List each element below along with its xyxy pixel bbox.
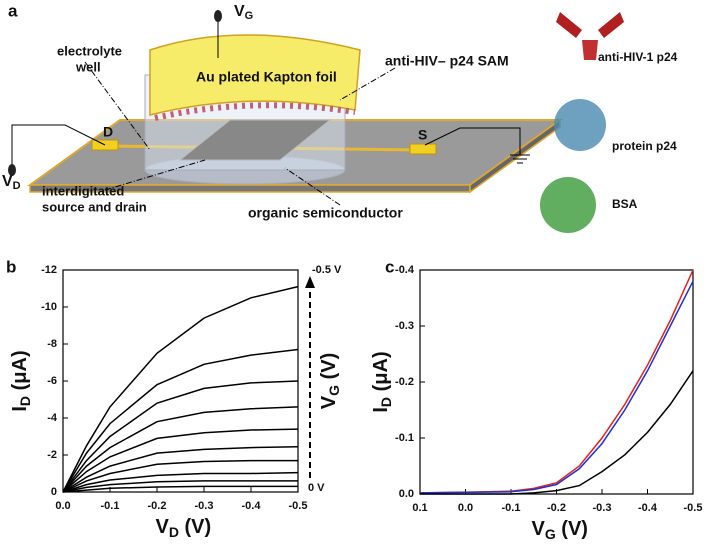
electrolyte-label: well (75, 59, 101, 74)
curve (62, 428, 299, 493)
x-tick-label: -0.3 (593, 502, 612, 514)
x-tick-label: -0.3 (195, 500, 214, 512)
legend-label: protein p24 (612, 139, 677, 153)
device-schematic (8, 10, 624, 233)
y-tick-label: -0.2 (395, 376, 414, 388)
x-tick-label: 0.0 (55, 500, 70, 512)
vg-axis-label: VG (V) (318, 353, 341, 409)
interdigitated-label: source and drain (42, 199, 147, 214)
x-tick-label: -0.5 (684, 502, 703, 514)
protein-icon (554, 99, 606, 151)
panel-label: a (8, 1, 18, 20)
x-tick-label: -0.1 (502, 502, 521, 514)
legend-label: BSA (612, 197, 638, 211)
curve (62, 480, 298, 493)
vg-top: -0.5 V (312, 264, 342, 276)
x-tick-label: 0.0 (458, 502, 473, 514)
drain-label: D (103, 124, 113, 140)
sam-layer (154, 102, 356, 121)
vg-bottom: 0 V (308, 482, 325, 494)
y-tick-label: 0.0 (399, 488, 414, 500)
curve (62, 406, 299, 493)
sam-label: anti-HIV– p24 SAM (385, 53, 509, 69)
vg-axis-label-part: V (318, 395, 340, 409)
y-tick-label: -8 (47, 338, 57, 350)
y-tick-label: -4 (47, 412, 58, 424)
y-axis-label: ID (μA) (370, 351, 393, 412)
vg-axis-label-part: G (326, 385, 342, 396)
panel-label: c (385, 257, 394, 276)
curve (62, 285, 299, 493)
x-tick-label: -0.4 (242, 500, 262, 512)
curve (62, 445, 299, 493)
x-axis-label-part: V (532, 518, 546, 540)
vg-pin (214, 10, 222, 22)
vg-axis-label-part: (V) (318, 353, 340, 385)
plot-frame (62, 269, 299, 493)
y-axis-label-part: I (370, 407, 392, 413)
vg-arrowhead (305, 276, 315, 288)
source-pad (409, 143, 437, 155)
pointer (284, 167, 341, 206)
x-axis-label: VG (V) (532, 518, 588, 541)
y-axis-label-part: I (9, 406, 31, 412)
y-tick-label: -12 (41, 264, 57, 276)
y-tick-label: -2 (47, 449, 57, 461)
y-axis-label-part: D (17, 396, 33, 406)
antibody-icon (556, 12, 624, 60)
x-axis-label-part: D (169, 524, 179, 540)
semiconductor-label: organic semiconductor (248, 205, 403, 221)
curve (419, 280, 694, 494)
curve (62, 471, 299, 493)
pointer (104, 159, 206, 191)
y-axis-label-part: (μA) (9, 350, 31, 396)
curve (62, 485, 298, 493)
x-tick-label: -0.1 (101, 500, 120, 512)
y-axis-label-part: (μA) (370, 351, 392, 397)
y-tick-label: -0.1 (395, 432, 414, 444)
x-axis-label-part: (V) (556, 518, 588, 540)
y-tick-label: -6 (47, 375, 57, 387)
vg-label: VG (234, 3, 253, 22)
y-tick-label: -0.4 (395, 264, 415, 276)
semiconductor-area (178, 119, 332, 161)
x-axis-label: VD (V) (156, 516, 212, 539)
y-axis-label: ID (μA) (9, 350, 32, 411)
vd-label: VD (2, 173, 21, 192)
legend-label: anti-HIV-1 p24 (598, 50, 678, 64)
x-tick-label: -0.2 (148, 500, 167, 512)
vd-pin (8, 164, 16, 176)
plot-frame (419, 269, 694, 495)
x-tick-label: -0.2 (547, 502, 566, 514)
y-tick-label: -10 (41, 301, 57, 313)
y-axis-label-part: D (378, 397, 394, 407)
x-tick-label: 0.1 (412, 502, 427, 514)
y-tick-label: -0.3 (395, 320, 414, 332)
curve (62, 459, 298, 493)
x-axis-label-part: (V) (179, 516, 211, 538)
curve (420, 370, 694, 495)
x-axis-label-part: V (156, 516, 170, 538)
source-label: S (418, 127, 427, 143)
curve (62, 348, 299, 493)
x-axis-label-part: G (545, 526, 556, 542)
y-tick-label: 0 (51, 486, 57, 498)
x-tick-label: -0.4 (638, 502, 658, 514)
panel-label: b (6, 257, 16, 276)
electrolyte-label: electrolyte (57, 43, 122, 58)
pointer (84, 61, 151, 151)
curve (62, 380, 299, 493)
bsa-icon (540, 177, 596, 233)
vd-wire (11, 124, 106, 168)
x-tick-label: -0.5 (289, 500, 308, 512)
curve (419, 269, 694, 494)
ground-wire (424, 127, 521, 155)
interdigitated-label: interdigitated (42, 183, 124, 198)
foil-label: Au plated Kapton foil (196, 69, 337, 85)
